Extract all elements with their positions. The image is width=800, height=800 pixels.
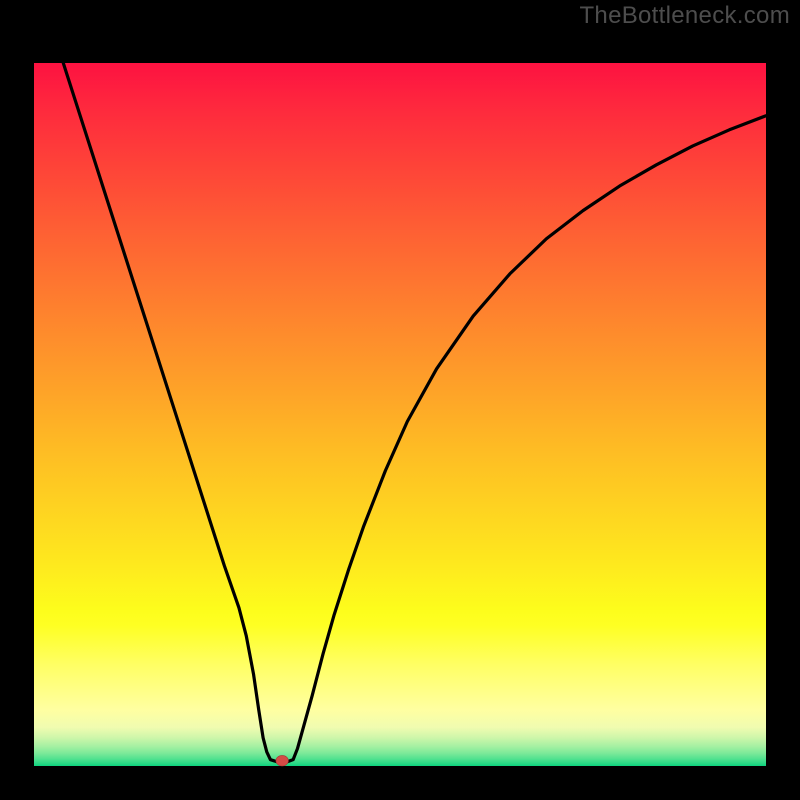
watermark-text: TheBottleneck.com [579, 2, 790, 30]
optimal-point-marker [276, 755, 288, 766]
stage: TheBottleneck.com [0, 0, 800, 800]
plot-background [34, 63, 766, 766]
bottleneck-chart [0, 0, 800, 800]
